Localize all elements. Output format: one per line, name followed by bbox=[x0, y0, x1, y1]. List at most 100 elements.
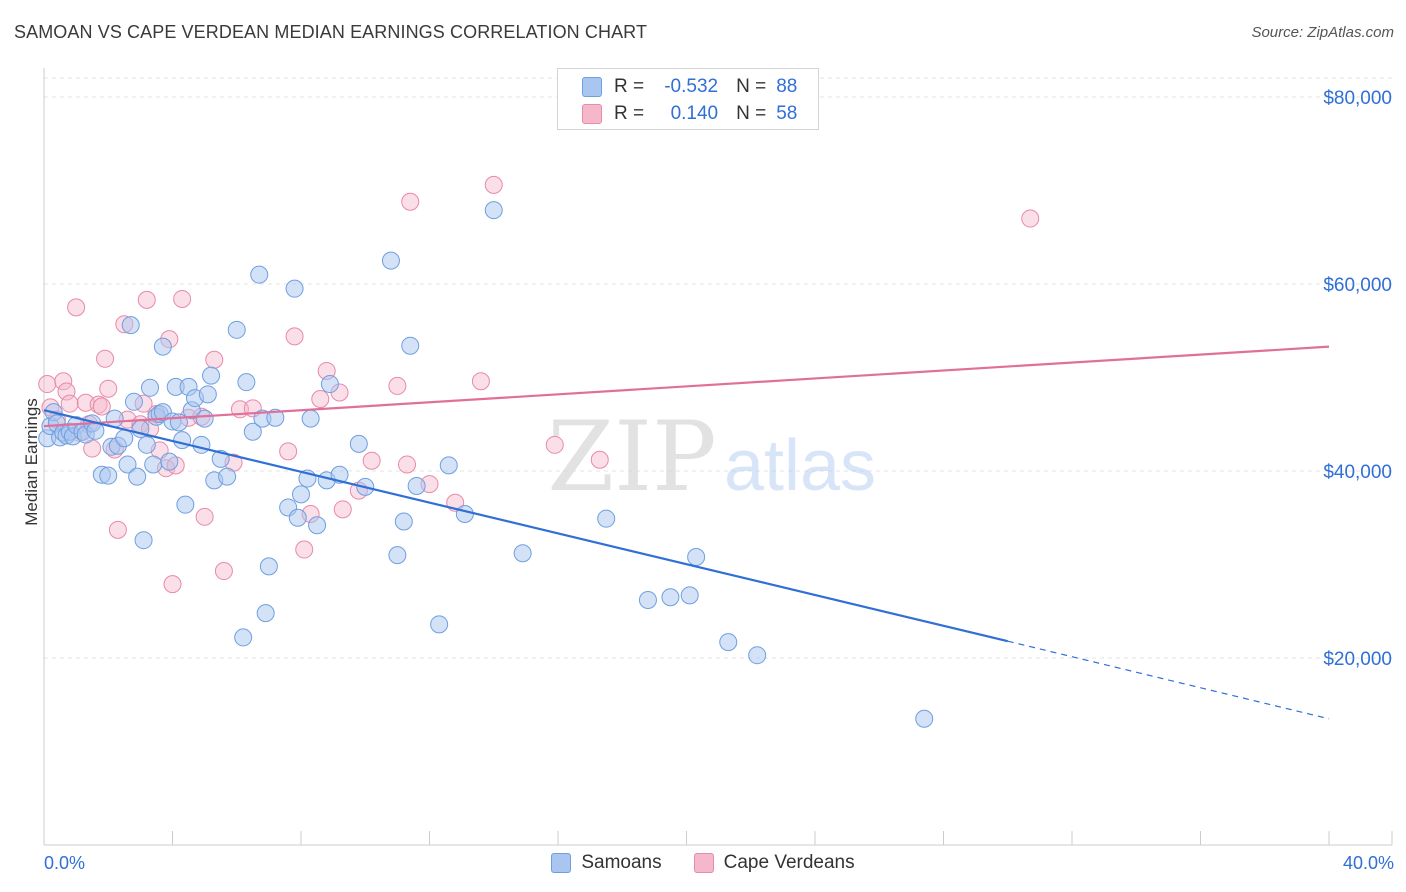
samoan-point bbox=[266, 408, 285, 427]
samoan-point bbox=[388, 546, 407, 565]
series-legend: Samoans Cape Verdeans bbox=[0, 852, 1406, 874]
y-tick-labels: $20,000 $40,000 $60,000 $80,000 bbox=[1323, 88, 1392, 670]
samoan-point bbox=[173, 431, 192, 450]
cape-verdean-point bbox=[484, 175, 503, 194]
samoan-point bbox=[285, 279, 304, 298]
axes bbox=[43, 68, 1393, 846]
samoan-point bbox=[687, 548, 706, 567]
samoan-point bbox=[160, 452, 179, 471]
samoan-point bbox=[198, 385, 217, 404]
samoan-point bbox=[484, 201, 503, 220]
y-tick-label: $20,000 bbox=[1323, 649, 1392, 670]
legend-item-samoans[interactable]: Samoans bbox=[551, 852, 662, 874]
watermark-zip: ZIP bbox=[547, 401, 716, 513]
samoan-point bbox=[308, 516, 327, 535]
cape-verdean-point bbox=[54, 372, 73, 391]
trend-lines bbox=[43, 345, 1330, 720]
stats-legend: R = -0.532 N = 88 R = 0.140 N = 58 bbox=[557, 68, 819, 130]
cape-verdean-point bbox=[471, 372, 490, 391]
samoan-point bbox=[349, 434, 368, 453]
samoan-point bbox=[513, 544, 532, 563]
samoan-point bbox=[124, 392, 143, 411]
legend-r-value: -0.532 bbox=[664, 76, 719, 97]
legend-cape-verdeans-label: Cape Verdeans bbox=[723, 852, 855, 873]
samoan-point bbox=[250, 265, 269, 284]
samoan-point bbox=[401, 336, 420, 355]
samoan-point bbox=[439, 456, 458, 475]
samoan-point bbox=[234, 628, 253, 647]
cape-verdean-point bbox=[590, 450, 609, 469]
legend-n-label: N = bbox=[736, 103, 767, 124]
samoan-point bbox=[288, 508, 307, 527]
cape-verdean-point bbox=[96, 349, 115, 368]
cape-verdean-point bbox=[388, 376, 407, 395]
samoan-point bbox=[915, 709, 934, 728]
chart-title: SAMOAN VS CAPE VERDEAN MEDIAN EARNINGS C… bbox=[14, 22, 648, 42]
samoan-point bbox=[153, 337, 172, 356]
legend-r-label: R = bbox=[614, 103, 645, 124]
cape-verdean-point bbox=[333, 500, 352, 519]
cape-verdean-point bbox=[137, 290, 156, 309]
legend-row-cape-verdeans: R = 0.140 N = 58 bbox=[582, 101, 797, 127]
cape-verdean-point bbox=[60, 394, 79, 413]
x-tick-label-right: 40.0% bbox=[1343, 853, 1394, 873]
legend-item-cape-verdeans[interactable]: Cape Verdeans bbox=[693, 852, 855, 874]
cape-verdean-point bbox=[398, 455, 417, 474]
samoan-point bbox=[141, 378, 160, 397]
y-tick-label: $60,000 bbox=[1323, 275, 1392, 296]
legend-r-value: 0.140 bbox=[670, 103, 719, 124]
cape-verdean-point bbox=[89, 395, 108, 414]
watermark: ZIP atlas bbox=[547, 401, 876, 513]
samoan-point bbox=[455, 505, 474, 524]
samoan-point bbox=[218, 467, 237, 486]
cape-verdean-point bbox=[205, 350, 224, 369]
samoans-swatch bbox=[551, 853, 572, 873]
source-label: Source: ZipAtlas.com bbox=[1251, 24, 1394, 41]
samoan-point bbox=[137, 435, 156, 454]
samoan-point bbox=[407, 476, 426, 495]
legend-r-label: R = bbox=[614, 76, 645, 97]
cape-verdean-point bbox=[99, 379, 118, 398]
watermark-atlas: atlas bbox=[724, 426, 876, 506]
samoan-point bbox=[195, 409, 214, 428]
cape-verdean-point bbox=[295, 540, 314, 559]
cape-verdean-point bbox=[285, 327, 304, 346]
cape-verdean-point bbox=[108, 520, 127, 539]
samoan-point bbox=[394, 512, 413, 531]
samoan-point bbox=[748, 646, 767, 665]
legend-row-samoans: R = -0.532 N = 88 bbox=[582, 74, 797, 100]
cape-verdean-point bbox=[92, 397, 111, 416]
cape-verdean-point bbox=[214, 562, 233, 581]
cape-verdeans-trend-line bbox=[43, 345, 1330, 428]
y-tick-label: $40,000 bbox=[1323, 462, 1392, 483]
samoans-swatch bbox=[582, 77, 602, 97]
cape-verdeans-swatch bbox=[693, 853, 714, 873]
samoan-point bbox=[719, 633, 738, 652]
samoan-point bbox=[320, 375, 339, 394]
cape-verdean-point bbox=[545, 435, 564, 454]
cape-verdean-point bbox=[401, 192, 420, 211]
cape-verdean-point bbox=[38, 375, 57, 394]
samoan-point bbox=[597, 509, 616, 528]
samoans-trend-extension bbox=[1007, 640, 1330, 720]
samoan-point bbox=[381, 251, 400, 270]
legend-samoans-label: Samoans bbox=[581, 852, 662, 873]
samoan-point bbox=[118, 455, 137, 474]
samoan-point bbox=[105, 409, 124, 428]
cape-verdean-point bbox=[362, 451, 381, 470]
cape-verdean-point bbox=[163, 575, 182, 594]
cape-verdeans-swatch bbox=[582, 104, 602, 124]
y-axis-label: Median Earnings bbox=[22, 398, 41, 526]
samoan-point bbox=[680, 586, 699, 605]
samoan-point bbox=[99, 466, 118, 485]
legend-n-value: 88 bbox=[776, 76, 798, 97]
samoan-point bbox=[121, 316, 140, 335]
y-tick-label: $80,000 bbox=[1323, 88, 1392, 109]
samoan-point bbox=[638, 591, 657, 610]
samoan-point bbox=[301, 409, 320, 428]
samoans-trend-line bbox=[43, 409, 1009, 643]
samoan-point bbox=[192, 435, 211, 454]
samoan-point bbox=[134, 531, 153, 550]
legend-n-value: 58 bbox=[776, 103, 798, 124]
